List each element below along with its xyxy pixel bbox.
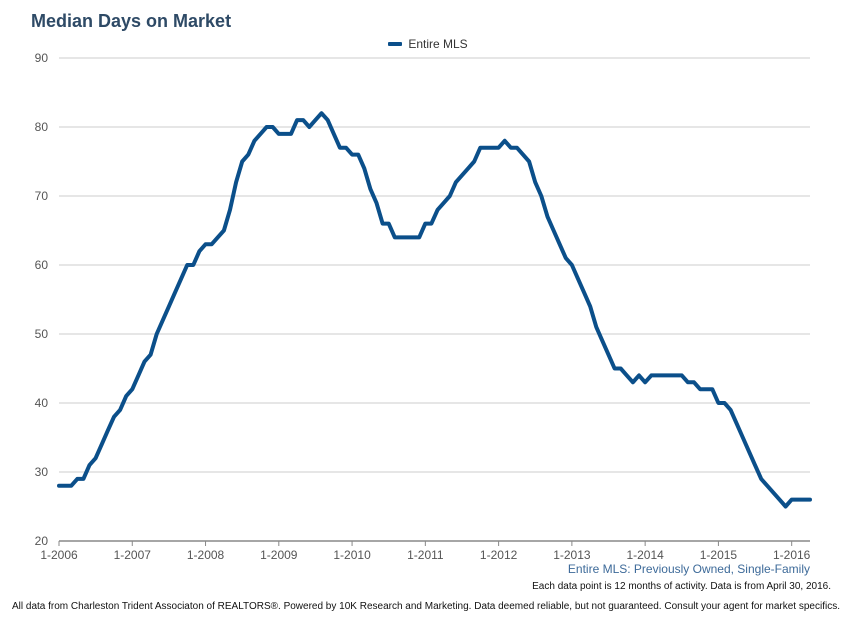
series-line-0: [57, 111, 812, 509]
y-tick-label: 40: [35, 396, 49, 410]
x-tick-label: 1-2011: [407, 548, 444, 562]
data-point-note: Each data point is 12 months of activity…: [532, 581, 831, 592]
y-tick-label: 20: [35, 534, 49, 548]
grid-lines: [59, 57, 810, 473]
y-tick-label: 70: [35, 189, 49, 203]
legend: Entire MLS: [0, 36, 856, 51]
y-tick-label: 60: [35, 258, 49, 272]
x-tick-label: 1-2012: [480, 548, 518, 562]
x-tick-label: 1-2010: [333, 548, 371, 562]
x-tick-label: 1-2006: [40, 548, 78, 562]
x-tick-label: 1-2014: [626, 548, 664, 562]
series-layer: [57, 111, 812, 509]
chart-subtitle: Entire MLS: Previously Owned, Single-Fam…: [567, 562, 810, 576]
y-tick-label: 80: [35, 120, 49, 134]
x-tick-label: 1-2008: [187, 548, 225, 562]
x-tick-label: 1-2007: [114, 548, 152, 562]
y-tick-label: 50: [35, 327, 49, 341]
x-tick-label: 1-2016: [773, 548, 811, 562]
y-tick-label: 30: [35, 465, 49, 479]
footer-disclaimer: All data from Charleston Trident Associa…: [12, 601, 840, 612]
legend-label: Entire MLS: [408, 36, 468, 51]
legend-swatch: [388, 41, 403, 46]
y-axis: 20 30 40 50 60 70 80 90: [35, 51, 49, 548]
x-axis: 1-2006 1-2007 1-2008 1-2009 1-2010 1-2011 1-20…: [40, 540, 811, 562]
x-tick-label: 1-2015: [700, 548, 738, 562]
x-tick-label: 1-2013: [553, 548, 591, 562]
y-tick-label: 90: [35, 51, 49, 65]
x-tick-label: 1-2009: [260, 548, 298, 562]
chart-title: Median Days on Market: [31, 11, 232, 31]
